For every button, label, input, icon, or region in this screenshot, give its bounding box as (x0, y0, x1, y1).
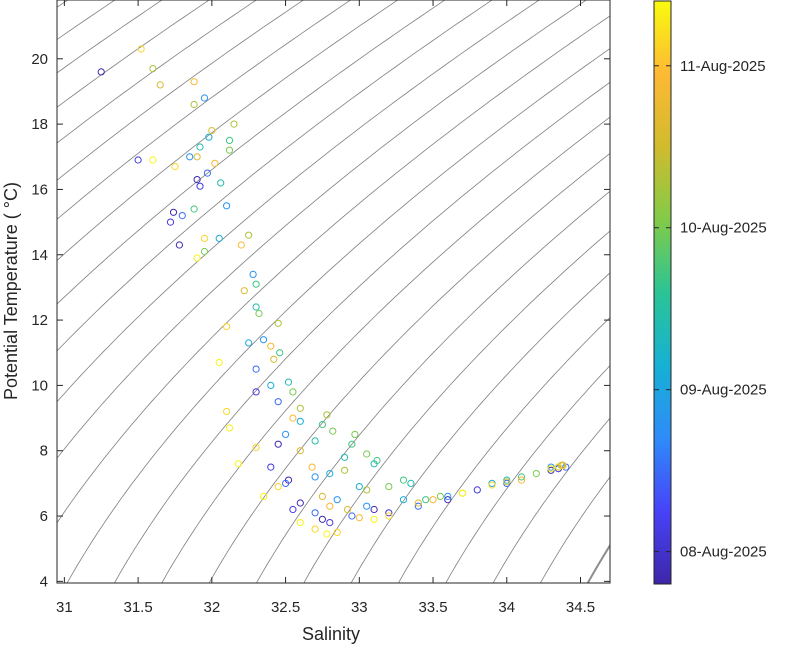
y-tick-label: 6 (40, 508, 48, 525)
y-tick-label: 20 (31, 51, 48, 68)
isopycnal-line-29 (726, 0, 800, 590)
colorbar-tick-label: 11-Aug-2025 (680, 58, 766, 75)
y-tick-label: 18 (31, 116, 48, 133)
colorbar: 08-Aug-2025 09-Aug-2025 10-Aug-2025 11-Aug-… (654, 1, 767, 584)
x-tick-label: 32 (203, 599, 220, 616)
colorbar-tick-label: 09-Aug-2025 (680, 382, 767, 399)
y-tick-label: 10 (31, 377, 48, 394)
x-tick-label: 32.5 (271, 599, 300, 616)
x-tick-label: 33 (351, 599, 368, 616)
colorbar-tick-label: 10-Aug-2025 (680, 220, 767, 237)
x-tick-label: 33.5 (418, 599, 447, 616)
y-tick-label: 16 (31, 181, 48, 198)
isopycnal-line-26 (584, 0, 800, 590)
x-tick-label: 34.5 (566, 599, 595, 616)
x-tick-label: 31 (56, 599, 73, 616)
x-axis-label: Salinity (302, 624, 360, 644)
isopycnal-line-28 (679, 0, 800, 590)
y-tick-label: 8 (40, 443, 48, 460)
y-tick-label: 12 (31, 312, 48, 329)
x-tick-label: 34 (498, 599, 515, 616)
colorbar-bar (654, 1, 671, 584)
colorbar-tick-label: 08-Aug-2025 (680, 544, 767, 561)
y-tick-label: 4 (40, 573, 48, 590)
x-tick-label: 31.5 (124, 599, 153, 616)
y-tick-label: 14 (31, 247, 48, 264)
plot-background (57, 0, 610, 583)
y-axis-label: Potential Temperature ( °C) (1, 182, 21, 400)
